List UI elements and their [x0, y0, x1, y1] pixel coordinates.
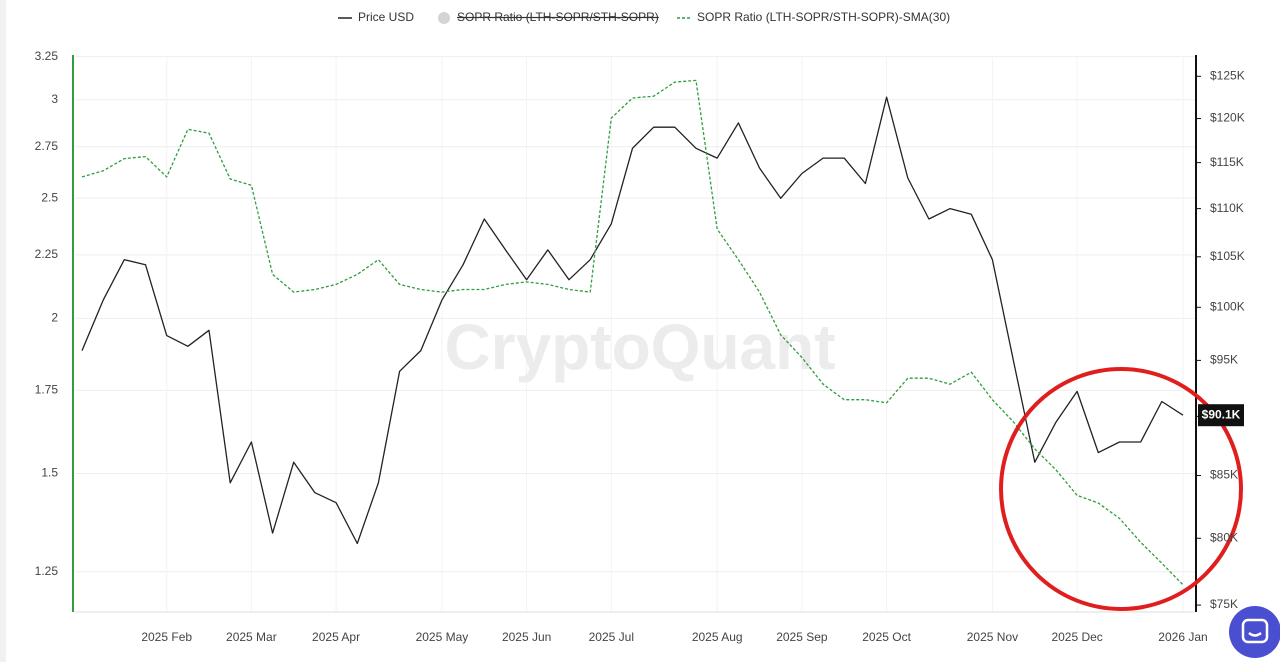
- y2-tick-label: $85K: [1210, 468, 1238, 482]
- y-tick-label: 1.25: [35, 564, 59, 578]
- left-edge: [0, 0, 6, 662]
- x-tick-label: 2025 Sep: [776, 630, 828, 644]
- y-tick-label: 2.75: [35, 139, 59, 153]
- x-tick-label: 2025 Dec: [1051, 630, 1102, 644]
- y-tick-label: 2: [51, 311, 58, 325]
- chat-icon: [1241, 618, 1269, 644]
- highlight-circle: [999, 367, 1243, 611]
- x-tick-label: 2025 Aug: [692, 630, 743, 644]
- plot-area: [81, 79, 1184, 586]
- x-tick-label: 2026 Jan: [1158, 630, 1207, 644]
- chat-button[interactable]: [1229, 606, 1280, 658]
- y2-tick-label: $120K: [1210, 111, 1245, 125]
- series-line: [81, 79, 1184, 586]
- watermark: CryptoQuant: [444, 311, 835, 383]
- series-line: [81, 96, 1184, 545]
- y2-tick-label: $80K: [1210, 530, 1238, 544]
- x-tick-label: 2025 Jun: [502, 630, 551, 644]
- y2-tick-label: $75K: [1210, 597, 1238, 611]
- y-tick-label: 1.75: [35, 383, 59, 397]
- y2-tick-label: $115K: [1210, 155, 1244, 169]
- y-tick-label: 1.5: [41, 466, 58, 480]
- x-tick-label: 2025 May: [416, 630, 469, 644]
- y2-tick-label: $105K: [1210, 249, 1245, 263]
- x-tick-label: 2025 Mar: [226, 630, 277, 644]
- y-tick-label: 2.25: [35, 247, 59, 261]
- y-tick-label: 2.5: [41, 190, 58, 204]
- current-value-label: $90.1K: [1202, 407, 1241, 421]
- y2-tick-label: $125K: [1210, 68, 1245, 82]
- current-value-box: [1198, 404, 1244, 427]
- legend-swatch: [438, 12, 450, 24]
- x-tick-label: 2025 Oct: [862, 630, 911, 644]
- y2-tick-label: $110K: [1210, 201, 1244, 215]
- chat-icon-smile: [1248, 631, 1262, 637]
- legend-label[interactable]: SOPR Ratio (LTH-SOPR/STH-SOPR): [457, 10, 659, 24]
- x-tick-label: 2025 Feb: [141, 630, 192, 644]
- y-tick-label: 3.25: [35, 49, 59, 63]
- legend: Price USD SOPR Ratio (LTH-SOPR/STH-SOPR)…: [338, 10, 950, 24]
- x-tick-label: 2025 Apr: [312, 630, 360, 644]
- x-tick-label: 2025 Jul: [589, 630, 634, 644]
- chat-button-bg[interactable]: [1229, 606, 1280, 658]
- y-tick-label: 3: [51, 92, 58, 106]
- y2-tick-label: $95K: [1210, 353, 1238, 367]
- x-tick-label: 2025 Nov: [967, 630, 1018, 644]
- legend-label[interactable]: SOPR Ratio (LTH-SOPR/STH-SOPR)-SMA(30): [697, 10, 950, 24]
- legend-label[interactable]: Price USD: [358, 10, 414, 24]
- y2-tick-label: $100K: [1210, 299, 1245, 313]
